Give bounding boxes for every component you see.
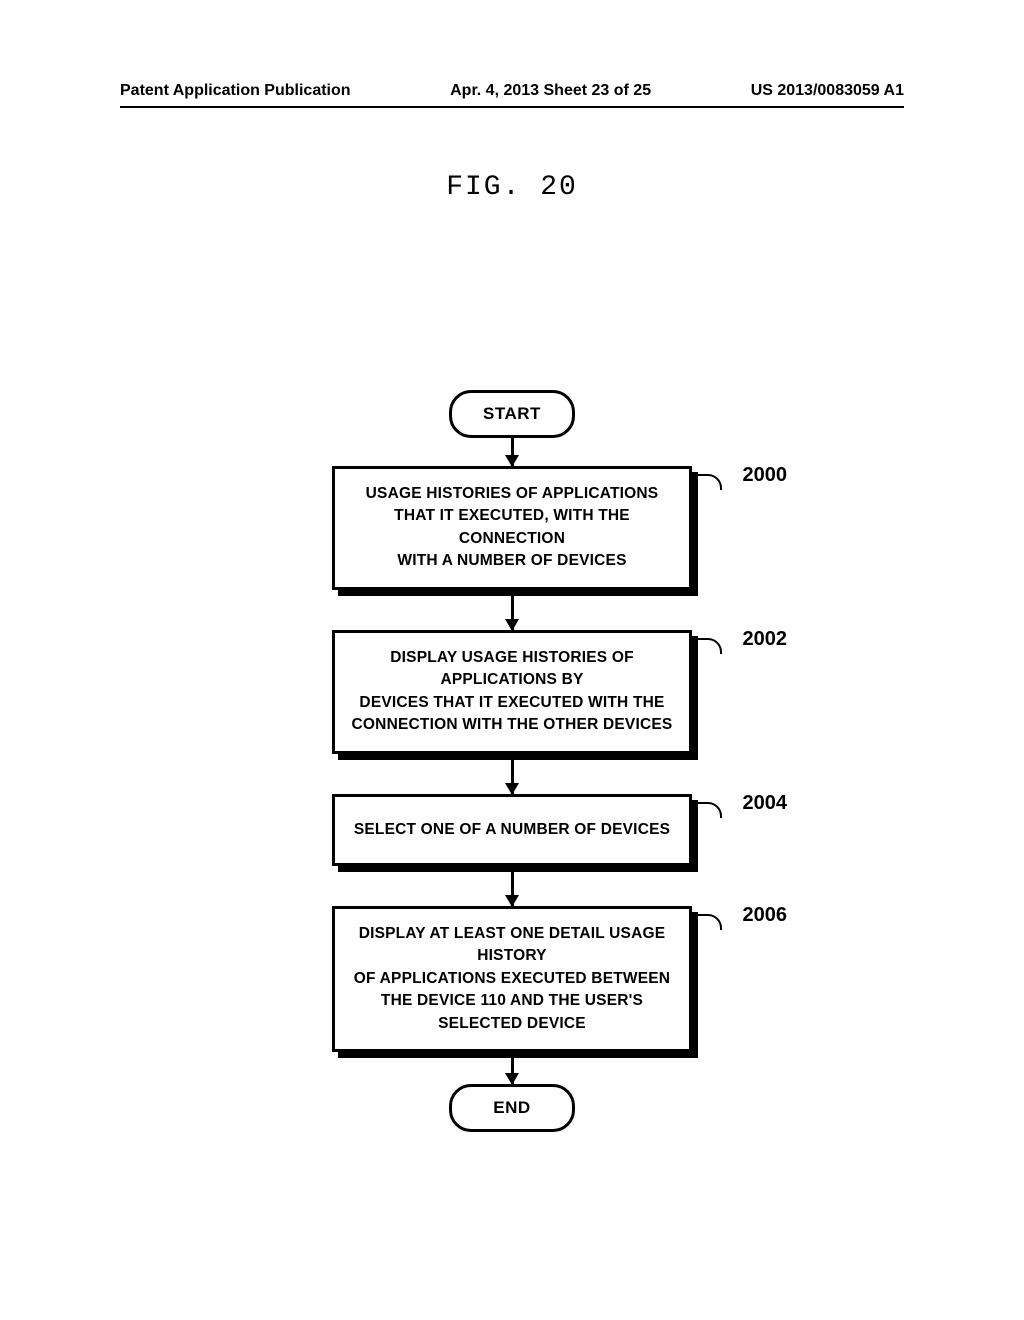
end-terminal: END: [449, 1084, 575, 1132]
ref-2006: 2006: [743, 904, 788, 927]
figure-title: FIG. 20: [0, 172, 1024, 203]
process-2006-label: DISPLAY AT LEAST ONE DETAIL USAGE HISTOR…: [345, 923, 679, 1035]
header-left: Patent Application Publication: [120, 82, 351, 100]
process-2002-label: DISPLAY USAGE HISTORIES OF APPLICATIONS …: [345, 647, 679, 737]
process-2000-wrap: USAGE HISTORIES OF APPLICATIONSTHAT IT E…: [332, 466, 692, 590]
header-center: Apr. 4, 2013 Sheet 23 of 25: [450, 82, 651, 100]
start-label: START: [483, 404, 541, 424]
end-label: END: [493, 1098, 530, 1118]
ref-tick: [698, 474, 722, 490]
process-2006: DISPLAY AT LEAST ONE DETAIL USAGE HISTOR…: [332, 906, 692, 1052]
ref-2000: 2000: [743, 464, 788, 487]
header: Patent Application Publication Apr. 4, 2…: [120, 82, 904, 108]
process-2002: DISPLAY USAGE HISTORIES OF APPLICATIONS …: [332, 630, 692, 754]
ref-2004: 2004: [743, 792, 788, 815]
ref-2002: 2002: [743, 628, 788, 651]
ref-tick: [698, 802, 722, 818]
header-right: US 2013/0083059 A1: [751, 82, 904, 100]
ref-tick: [698, 914, 722, 930]
process-2002-wrap: DISPLAY USAGE HISTORIES OF APPLICATIONS …: [332, 630, 692, 754]
arrow: [511, 590, 514, 630]
process-2006-wrap: DISPLAY AT LEAST ONE DETAIL USAGE HISTOR…: [332, 906, 692, 1052]
flow-column: START USAGE HISTORIES OF APPLICATIONSTHA…: [0, 390, 1024, 1132]
arrow: [511, 438, 514, 466]
header-row: Patent Application Publication Apr. 4, 2…: [120, 82, 904, 100]
page: Patent Application Publication Apr. 4, 2…: [0, 0, 1024, 1320]
arrow: [511, 1052, 514, 1084]
flowchart: START USAGE HISTORIES OF APPLICATIONSTHA…: [0, 390, 1024, 1132]
arrow: [511, 866, 514, 906]
process-2004: SELECT ONE OF A NUMBER OF DEVICES: [332, 794, 692, 866]
process-2000: USAGE HISTORIES OF APPLICATIONSTHAT IT E…: [332, 466, 692, 590]
arrow: [511, 754, 514, 794]
process-2000-label: USAGE HISTORIES OF APPLICATIONSTHAT IT E…: [345, 483, 679, 573]
ref-tick: [698, 638, 722, 654]
process-2004-wrap: SELECT ONE OF A NUMBER OF DEVICES 2004: [332, 794, 692, 866]
start-terminal: START: [449, 390, 575, 438]
process-2004-label: SELECT ONE OF A NUMBER OF DEVICES: [354, 819, 670, 841]
